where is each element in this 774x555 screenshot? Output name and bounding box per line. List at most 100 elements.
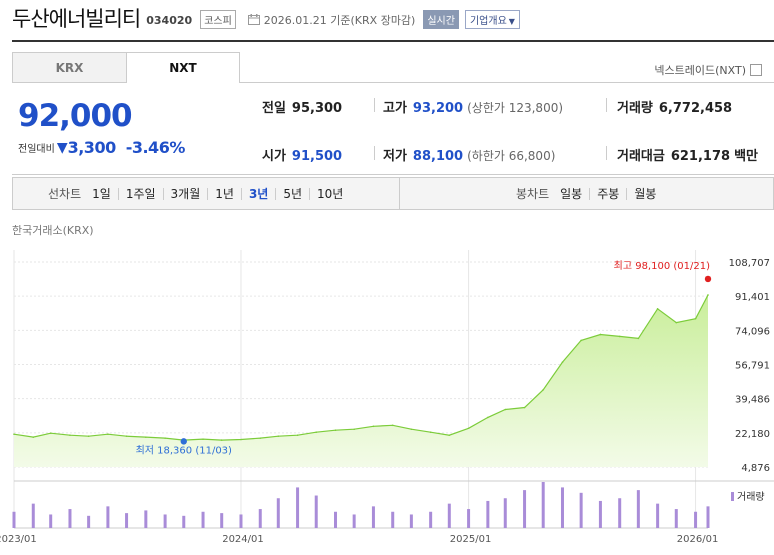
y-tick-label: 22,180	[735, 429, 770, 440]
price-change: 전일대비 ▼ 3,300 -3.46%	[18, 138, 185, 157]
change-percent: -3.46%	[125, 138, 186, 157]
stats-divider	[12, 174, 774, 175]
header-divider	[12, 40, 774, 42]
nexttrade-toggle[interactable]: 넥스트레이드(NXT)	[654, 62, 762, 78]
upper-limit: (상한가 123,800)	[467, 101, 564, 115]
basis-date: 2026.01.21 기준(KRX 장마감)	[263, 13, 416, 27]
tab-nxt[interactable]: NXT	[126, 52, 240, 83]
period-1w[interactable]: 1주일	[117, 187, 163, 200]
company-overview-button[interactable]: 기업개요 ▼	[464, 10, 520, 29]
price-point	[429, 431, 432, 434]
price-point	[87, 435, 90, 437]
price-point	[372, 425, 375, 428]
y-tick-label: 39,486	[735, 395, 770, 406]
price-point	[49, 432, 52, 434]
volume-bar	[163, 514, 167, 528]
volume-bar	[694, 511, 698, 528]
volume-bar	[541, 482, 545, 528]
price-point	[656, 308, 659, 310]
low-annotation: 최저 18,360 (11/03)	[136, 444, 232, 456]
candle-daily[interactable]: 일봉	[560, 186, 583, 201]
ticker-code: 034020	[146, 13, 193, 27]
price-point	[580, 339, 582, 342]
nexttrade-label: 넥스트레이드(NXT)	[654, 64, 746, 77]
prev-close-label: 전일	[262, 101, 286, 116]
volume-bar	[674, 509, 678, 528]
candle-chart-periods: 봉차트 일봉 주봉 월봉	[399, 178, 773, 209]
open-label: 시가	[262, 149, 286, 164]
price-point	[487, 416, 489, 419]
candle-weekly[interactable]: 주봉	[589, 187, 626, 200]
change-label: 전일대비	[18, 144, 55, 155]
price-point	[599, 333, 602, 336]
volume-bar	[296, 487, 300, 528]
period-5y[interactable]: 5년	[275, 187, 309, 200]
volume-label: 거래량	[617, 101, 653, 116]
price-point	[240, 438, 242, 441]
market-badge: 코스피	[200, 10, 236, 29]
price-point	[164, 437, 166, 439]
exchange-tabs: KRX NXT	[12, 52, 240, 83]
volume-bar	[618, 498, 622, 528]
prev-close-value: 95,300	[291, 101, 343, 116]
low-value: 88,100	[412, 149, 464, 164]
volume-bar	[106, 506, 110, 528]
volume-bar	[258, 509, 262, 528]
price-point	[504, 408, 507, 411]
price-chart: 108,707 91,401 74,096 56,791 39,486 22,180 4,8…	[0, 250, 774, 545]
x-axis-labels: 2023/01 2024/01 2025/01 2026/01	[0, 534, 718, 545]
candle-monthly[interactable]: 월봉	[626, 187, 663, 200]
stat-prev-close: 전일 95,300	[262, 97, 342, 116]
stat-volume: 거래량 6,772,458	[617, 97, 732, 116]
y-tick-label: 74,096	[735, 326, 770, 337]
calendar-icon	[247, 14, 260, 25]
period-1y[interactable]: 1년	[207, 187, 241, 200]
open-value: 91,500	[291, 149, 343, 164]
trade-value: 621,178	[670, 149, 731, 164]
volume-bar	[182, 515, 186, 528]
price-point	[707, 294, 709, 296]
period-bar: 선차트 1일 1주일 3개월 1년 3년 5년 10년 봉차트 일봉 주봉 월봉	[12, 177, 774, 210]
stat-separator	[606, 146, 607, 160]
volume-bar	[560, 487, 564, 528]
company-overview-label: 기업개요	[469, 16, 507, 27]
price-line	[13, 294, 709, 441]
price-point	[542, 388, 545, 391]
y-tick-label: 4,876	[741, 463, 770, 474]
lower-limit: (하한가 66,800)	[467, 149, 556, 163]
volume-bar	[656, 503, 660, 528]
volume-bar	[314, 495, 318, 528]
tab-krx[interactable]: KRX	[12, 52, 126, 83]
low-marker	[180, 438, 187, 445]
volume-legend-swatch	[731, 492, 734, 501]
candle-chart-title: 봉차트	[516, 187, 550, 201]
company-name: 두산에너빌리티	[12, 7, 141, 31]
trade-value-unit: 백만	[734, 149, 758, 164]
volume-bar	[371, 506, 375, 528]
nexttrade-checkbox[interactable]	[750, 64, 762, 76]
realtime-button[interactable]: 실시간	[423, 10, 459, 29]
period-1d[interactable]: 1일	[92, 186, 111, 201]
volume-bar	[636, 490, 640, 528]
volume-bar	[125, 513, 129, 528]
price-point	[296, 434, 299, 436]
high-marker	[704, 275, 712, 283]
price-point	[561, 361, 564, 363]
tab-baseline	[240, 82, 774, 83]
volume-bar	[68, 509, 72, 528]
x-tick-label: 2023/01	[0, 534, 37, 545]
price-point	[107, 433, 109, 435]
price-point	[523, 406, 526, 409]
price-point	[202, 438, 204, 440]
volume-bar	[239, 514, 243, 528]
stat-trade-value: 거래대금 621,178 백만	[617, 145, 758, 164]
period-3y[interactable]: 3년	[240, 187, 275, 200]
price-point	[125, 435, 128, 437]
period-3m[interactable]: 3개월	[162, 187, 208, 200]
period-10y[interactable]: 10년	[309, 187, 350, 200]
volume-bar	[429, 511, 433, 528]
price-point	[315, 431, 318, 434]
price-point	[410, 428, 413, 431]
x-tick-label: 2025/01	[450, 534, 492, 545]
volume-bar	[706, 506, 710, 528]
